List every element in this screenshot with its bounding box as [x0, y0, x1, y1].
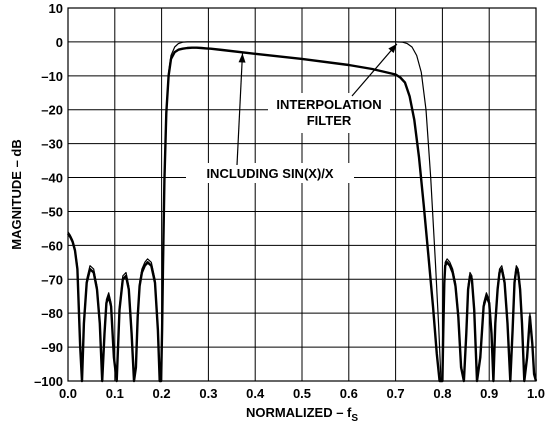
y-tick-label: –50: [41, 204, 63, 219]
annotation-arrow-line: [351, 43, 398, 97]
x-tick-label: 0.5: [293, 386, 311, 401]
y-tick-labels: 10 0 –10 –20 –30 –40 –50 –60 –70 –80 –90 –100: [34, 1, 63, 389]
series-line-thick: [67, 46, 538, 383]
y-tick-label: –10: [41, 69, 63, 84]
y-tick-label: –90: [41, 340, 63, 355]
x-tick-label: 0.2: [153, 386, 171, 401]
x-tick-label: 0.6: [340, 386, 358, 401]
annotation-line: INTERPOLATION: [276, 97, 381, 112]
x-tick-label: 0.3: [199, 386, 217, 401]
y-tick-label: –20: [41, 103, 63, 118]
x-tick-label: 0.8: [433, 386, 451, 401]
annotation-bg: [186, 163, 354, 183]
x-axis-title: NORMALIZED – fS: [246, 405, 358, 424]
y-tick-label: –60: [41, 238, 63, 253]
annotation-line: INCLUDING SIN(X)/X: [206, 166, 333, 181]
x-tick-label: 1.0: [527, 386, 545, 401]
y-axis-title: MAGNITUDE – dB: [9, 139, 24, 250]
x-tick-labels: 0.0 0.1 0.2 0.3 0.4 0.5 0.6 0.7 0.8 0.9 1.0: [59, 386, 545, 401]
plot-frame: [67, 7, 537, 382]
y-tick-label: 0: [56, 35, 63, 50]
y-tick-label: –70: [41, 272, 63, 287]
x-axis-title-main: NORMALIZED – f: [246, 405, 352, 420]
y-tick-label: –30: [41, 137, 63, 152]
arrow-head-icon: [388, 43, 397, 54]
y-tick-label: –40: [41, 171, 63, 186]
y-tick-label: 10: [49, 1, 63, 16]
annotation-arrow-line: [236, 53, 244, 166]
x-tick-label: 0.4: [246, 386, 265, 401]
y-tick-label: –100: [34, 374, 63, 389]
y-tick-label: –80: [41, 306, 63, 321]
annotation-bg: [268, 93, 390, 133]
arrow-head-icon: [238, 53, 246, 63]
x-tick-label: 0.1: [106, 386, 124, 401]
x-axis-title-subscript: S: [351, 413, 358, 424]
x-tick-label: 0.0: [59, 386, 77, 401]
x-tick-label: 0.9: [480, 386, 498, 401]
annotation-including-sinx: INCLUDING SIN(X)/X: [186, 53, 354, 183]
annotation-line: FILTER: [307, 113, 352, 128]
x-tick-label: 0.7: [387, 386, 405, 401]
series-layer: [67, 41, 538, 383]
